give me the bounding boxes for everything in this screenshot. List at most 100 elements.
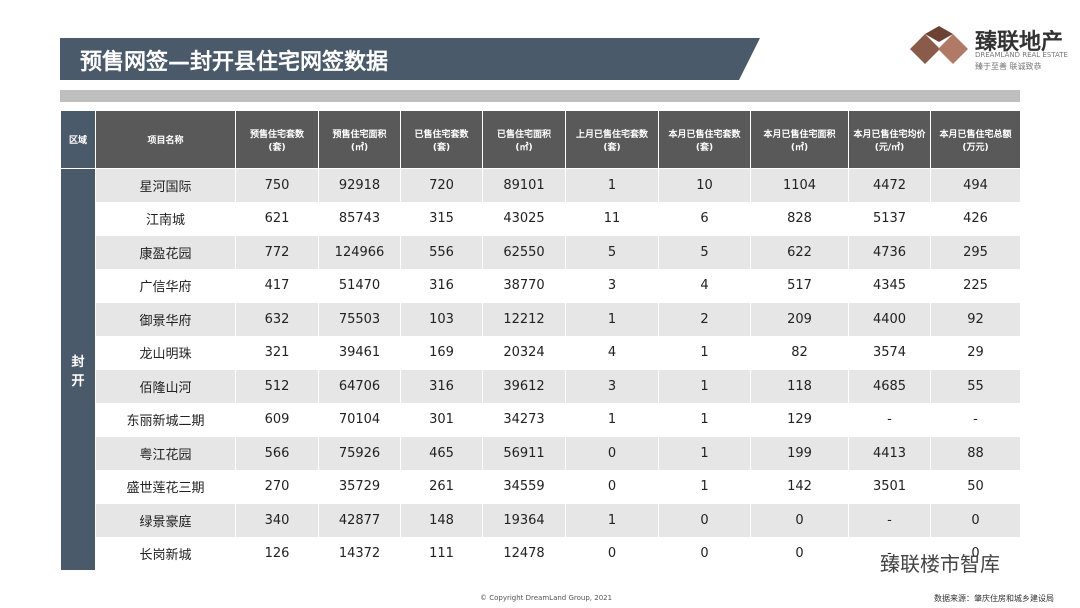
cell: 148 (400, 503, 483, 538)
cell: 622 (750, 235, 849, 270)
cell: 111 (400, 536, 483, 571)
cell: 417 (235, 268, 319, 303)
data-table: 区域 项目名称 预售住宅套数 (套) 预售住宅面积 (㎡) 已售住宅套数 (套) 已售住宅… (60, 110, 1021, 571)
cell: 50 (930, 469, 1021, 504)
cell: 佰隆山河 (95, 369, 236, 404)
cell: 1 (658, 402, 751, 437)
cell: 632 (235, 302, 319, 337)
cell: 85743 (318, 201, 401, 236)
column-header: 本月已售住宅套数 (套) (658, 110, 751, 169)
cell: 43025 (482, 201, 566, 236)
logo-en: DREAMLAND REAL ESTATE (975, 51, 1068, 59)
logo-mark (910, 26, 968, 64)
cell: 龙山明珠 (95, 335, 236, 370)
cell: 0 (565, 469, 659, 504)
cell: 62550 (482, 235, 566, 270)
header-row: 区域 项目名称 预售住宅套数 (套) 预售住宅面积 (㎡) 已售住宅套数 (套) 已售住宅… (60, 110, 1021, 169)
column-header: 本月已售住宅总额 (万元) (930, 110, 1021, 169)
cell: 1 (565, 402, 659, 437)
cell: 29 (930, 335, 1021, 370)
table-row: 御景华府 632 75503 103 12212 1 2 209 4400 92 (61, 302, 1021, 337)
cell: 321 (235, 335, 319, 370)
cell: 星河国际 (95, 168, 236, 203)
cell: 1 (565, 168, 659, 203)
cell: 609 (235, 402, 319, 437)
column-header: 区域 (60, 110, 96, 169)
table-row: 康盈花园 772 124966 556 62550 5 5 622 4736 295 (61, 235, 1021, 270)
table-row: 佰隆山河 512 64706 316 39612 3 1 118 4685 55 (61, 369, 1021, 404)
cell: 0 (930, 536, 1021, 571)
cell: 12212 (482, 302, 566, 337)
cell: 1 (658, 469, 751, 504)
cell: 4 (565, 335, 659, 370)
cell: 39612 (482, 369, 566, 404)
cell: 88 (930, 436, 1021, 471)
cell: 东丽新城二期 (95, 402, 236, 437)
copyright: © Copyright DreamLand Group, 2021 (480, 594, 613, 602)
table-row: 盛世莲花三期 270 35729 261 34559 0 1 142 3501 50 (61, 469, 1021, 504)
cell: 5137 (848, 201, 931, 236)
title-banner (60, 38, 760, 80)
cell: 0 (565, 436, 659, 471)
cell: 1 (565, 302, 659, 337)
cell: 316 (400, 268, 483, 303)
cell: - (848, 536, 931, 571)
cell: 14372 (318, 536, 401, 571)
column-header: 预售住宅面积 (㎡) (318, 110, 401, 169)
cell: 0 (750, 503, 849, 538)
cell: 56911 (482, 436, 566, 471)
cell: 169 (400, 335, 483, 370)
table-row: 江南城 621 85743 315 43025 11 6 828 5137 426 (61, 201, 1021, 236)
column-header: 本月已售住宅面积 (㎡) (750, 110, 849, 169)
cell: 4736 (848, 235, 931, 270)
cell: 粤江花园 (95, 436, 236, 471)
cell: 129 (750, 402, 849, 437)
cell: 广信华府 (95, 268, 236, 303)
cell: 566 (235, 436, 319, 471)
cell: 828 (750, 201, 849, 236)
cell: 270 (235, 469, 319, 504)
cell: - (930, 402, 1021, 437)
table-body: 封 开星河国际 750 92918 720 89101 1 10 1104 4472 494 江南城… (60, 168, 1021, 571)
column-header: 上月已售住宅套数 (套) (565, 110, 659, 169)
cell: 38770 (482, 268, 566, 303)
column-header: 已售住宅面积 (㎡) (482, 110, 566, 169)
cell: 6 (658, 201, 751, 236)
cell: 92918 (318, 168, 401, 203)
cell: 301 (400, 402, 483, 437)
cell: 512 (235, 369, 319, 404)
cell: 江南城 (95, 201, 236, 236)
title: 预售网签—封开县住宅网签数据 (80, 50, 389, 75)
cell: 124966 (318, 235, 401, 270)
cell: 142 (750, 469, 849, 504)
cell: 3574 (848, 335, 931, 370)
cell: 35729 (318, 469, 401, 504)
cell: 75926 (318, 436, 401, 471)
table-row: 封 开星河国际 750 92918 720 89101 1 10 1104 4472 494 (60, 168, 1021, 571)
cell: 3501 (848, 469, 931, 504)
cell: 316 (400, 369, 483, 404)
cell: 34273 (482, 402, 566, 437)
column-header: 本月已售住宅均价 (元/㎡) (848, 110, 931, 169)
cell: 5 (565, 235, 659, 270)
cell: 1 (658, 436, 751, 471)
cell: 0 (565, 536, 659, 571)
cell: 772 (235, 235, 319, 270)
region-cell: 封 开 (60, 168, 96, 571)
cell: 5 (658, 235, 751, 270)
cell: 康盈花园 (95, 235, 236, 270)
cell: 0 (750, 536, 849, 571)
cell: 盛世莲花三期 (95, 469, 236, 504)
cell: 2 (658, 302, 751, 337)
cell: 4685 (848, 369, 931, 404)
source: 数据来源：肇庆住房和城乡建设局 (934, 594, 1054, 603)
cell: 70104 (318, 402, 401, 437)
cell: 465 (400, 436, 483, 471)
cell: 209 (750, 302, 849, 337)
cell: 绿景豪庭 (95, 503, 236, 538)
cell: 720 (400, 168, 483, 203)
cell: 19364 (482, 503, 566, 538)
cell: 4345 (848, 268, 931, 303)
cell: 750 (235, 168, 319, 203)
